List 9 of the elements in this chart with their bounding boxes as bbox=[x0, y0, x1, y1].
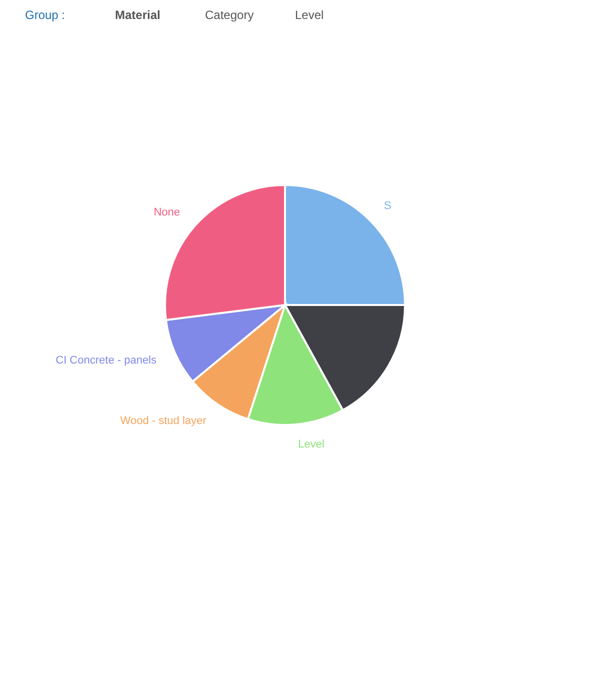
slice-label: S bbox=[384, 200, 392, 212]
slice-label: Level bbox=[298, 438, 324, 450]
slice-label: None bbox=[154, 206, 180, 218]
slice-label: CI Concrete - panels bbox=[56, 354, 158, 367]
text: Group : bbox=[25, 8, 66, 22]
slice-label: Wood - stud layer bbox=[120, 414, 207, 427]
text: Level bbox=[295, 8, 324, 22]
text: Category bbox=[205, 8, 254, 22]
text: Material bbox=[115, 8, 160, 22]
